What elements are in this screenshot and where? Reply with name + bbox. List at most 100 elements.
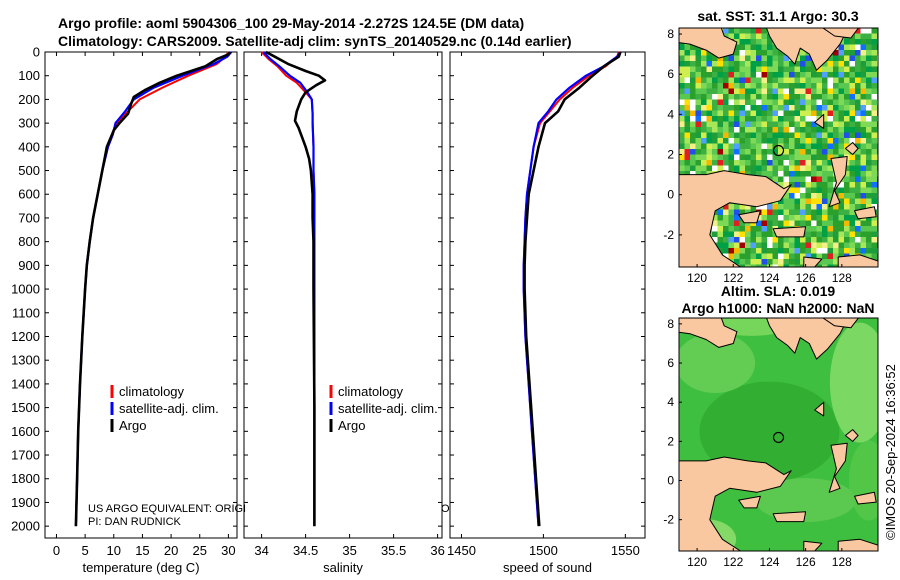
sst-cell (800, 187, 806, 194)
sst-cell (772, 204, 779, 210)
sst-cell (844, 116, 850, 122)
sst-cell (679, 132, 685, 139)
sst-cell (778, 72, 784, 78)
sst-cell (723, 99, 729, 106)
sst-cell (833, 110, 839, 117)
sst-cell (750, 39, 757, 45)
sst-cell (844, 66, 850, 73)
sst-cell (717, 220, 724, 227)
sst-cell (728, 237, 735, 243)
sla-map: 120 122 124 126 128 -2 0 2 4 6 8 (663, 317, 879, 569)
sst-cell (855, 143, 861, 150)
sst-cell (816, 160, 823, 166)
sst-cell (871, 83, 878, 89)
sst-cell (805, 215, 812, 221)
sst-cell (849, 105, 856, 111)
sst-cell (855, 160, 861, 166)
sst-cell (811, 242, 817, 249)
sst-cell (800, 143, 806, 150)
y-tick-label: 0 (667, 188, 674, 202)
sst-cell (767, 237, 773, 243)
sst-cell (833, 77, 839, 84)
sst-cell (816, 88, 823, 95)
sst-cell (866, 143, 872, 150)
sst-cell (772, 127, 779, 133)
sst-cell (794, 242, 801, 249)
sst-cell (822, 110, 828, 117)
sst-cell (838, 220, 845, 227)
sst-cell (767, 77, 773, 84)
sst-cell (844, 88, 850, 95)
sst-cell (695, 149, 702, 155)
land-mass (814, 401, 825, 417)
sst-cell (789, 105, 795, 111)
sst-cell (860, 28, 867, 34)
sst-cell (838, 182, 845, 188)
sst-cell (816, 127, 823, 133)
sst-cell (855, 176, 861, 183)
sst-cell (772, 61, 779, 67)
sst-cell (827, 121, 834, 128)
sst-cell (756, 259, 762, 265)
land-mass (772, 511, 807, 523)
sst-cell (838, 138, 845, 144)
sst-cell (750, 248, 757, 254)
sst-cell (717, 61, 724, 67)
sst-cell (783, 55, 790, 62)
sst-cell (778, 77, 784, 84)
sst-cell (750, 33, 757, 40)
sst-cell (783, 160, 790, 166)
sst-cell (833, 215, 839, 221)
sst-cell (728, 110, 735, 117)
sst-cell (860, 132, 867, 139)
sst-cell (805, 253, 812, 260)
y-tick-label: 900 (18, 258, 40, 273)
sst-cell (838, 105, 845, 111)
sst-cell (772, 44, 779, 51)
land-mass (822, 318, 860, 329)
sst-cell (679, 110, 685, 117)
sst-cell (827, 226, 834, 232)
sst-cell (816, 165, 823, 172)
sst-cell (816, 72, 823, 78)
sst-cell (706, 66, 713, 73)
sst-cell (789, 94, 795, 100)
sst-cell (761, 110, 768, 117)
sst-cell (844, 44, 850, 51)
sst-cell (739, 77, 746, 84)
sst-cell (712, 143, 718, 150)
sst-cell (767, 171, 773, 177)
sst-cell (816, 99, 823, 106)
sst-cell (789, 253, 795, 260)
sst-cell (860, 226, 867, 232)
land-mass (803, 256, 823, 267)
sst-cell (794, 193, 801, 199)
sst-cell (805, 94, 812, 100)
sst-cell (805, 160, 812, 166)
sst-cell (739, 253, 746, 260)
sst-cell (684, 138, 691, 144)
y-tick-label: -2 (663, 228, 674, 242)
sst-cell (778, 116, 784, 122)
y-tick-label: 600 (18, 187, 40, 202)
plot-frame (449, 51, 646, 539)
sst-cell (717, 110, 724, 117)
sst-cell (811, 105, 817, 111)
sst-cell (860, 154, 867, 161)
sst-cell (745, 149, 751, 155)
sst-cell (811, 94, 817, 100)
sst-cell (822, 61, 828, 67)
sst-cell (805, 242, 812, 249)
sst-cell (860, 66, 867, 73)
sst-cell (860, 105, 867, 111)
sst-cell (833, 99, 839, 106)
sst-cell (800, 61, 806, 67)
sst-cell (684, 132, 691, 139)
sst-cell (767, 127, 773, 133)
sst-cell (816, 182, 823, 188)
sst-cell (822, 99, 828, 106)
sst-cell (723, 242, 729, 249)
sst-cell (734, 253, 740, 260)
sst-cell (844, 204, 850, 210)
sst-cell (838, 61, 845, 67)
